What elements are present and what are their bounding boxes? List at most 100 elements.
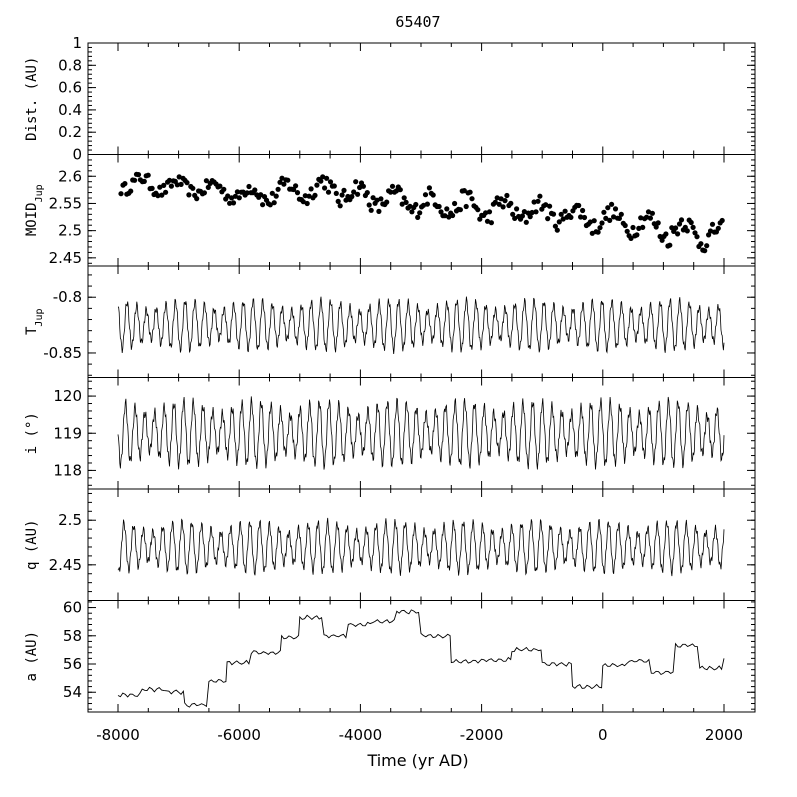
scatter-point [676, 221, 683, 227]
scatter-point [294, 190, 301, 196]
scatter-point [597, 225, 603, 231]
scatter-point [558, 211, 564, 217]
scatter-point [190, 185, 196, 191]
scatter-point [675, 231, 681, 237]
scatter-point [132, 177, 138, 183]
y-axis-label-dist: Dist. (AU) [24, 57, 40, 141]
scatter-point [401, 195, 407, 201]
scatter-point [335, 198, 341, 204]
scatter-point [122, 181, 128, 187]
scatter-point [694, 234, 700, 240]
x-axis-label: Time (yr AD) [366, 751, 468, 770]
y-tick-label: 58 [63, 627, 82, 645]
scatter-point [166, 177, 173, 183]
scatter-point [645, 209, 652, 215]
scatter-point [684, 228, 690, 234]
x-tick-label: 0 [598, 726, 608, 744]
scatter-point [663, 231, 669, 237]
scatter-point [269, 190, 275, 196]
scatter-point [444, 206, 450, 212]
scatter-point [484, 218, 491, 224]
scatter-point [496, 201, 502, 207]
scatter-point [667, 242, 673, 248]
scatter-point [698, 241, 704, 247]
scatter-point [616, 215, 623, 221]
panel-dist: 0 0.2 0.4 0.6 0.8 1 Dist. (AU) [24, 34, 756, 164]
scatter-point [246, 183, 252, 190]
scatter-point [314, 182, 320, 188]
scatter-point [230, 200, 237, 206]
series-line [117, 517, 725, 577]
scatter-point [324, 175, 330, 181]
scatter-point [605, 205, 611, 211]
scatter-point [194, 196, 200, 202]
scatter-point [176, 174, 182, 180]
scatter-point [225, 193, 231, 199]
scatter-point [304, 200, 310, 207]
panel-q: 2.45 2.5 q (AU) [24, 488, 756, 601]
scatter-point [308, 186, 314, 192]
scatter-point [368, 207, 374, 213]
scatter-point [384, 199, 390, 205]
y-tick-label: 0.2 [58, 123, 82, 141]
scatter-point [327, 179, 334, 185]
scatter-point [452, 200, 458, 207]
scatter-point [467, 189, 473, 195]
scatter-point [628, 235, 634, 241]
scatter-point [595, 229, 601, 235]
scatter-point [502, 198, 508, 204]
scatter-point [353, 179, 359, 185]
scatter-point [355, 191, 361, 197]
scatter-point [545, 216, 551, 222]
scatter-point [706, 232, 712, 238]
panel-moid: 2.45 2.5 2.55 2.6 MOIDJup [24, 154, 756, 267]
scatter-point [688, 219, 694, 226]
series-step [117, 609, 725, 708]
scatter-point [457, 207, 463, 213]
scatter-point [535, 198, 541, 204]
scatter-point [227, 200, 233, 206]
scatter-point [333, 190, 339, 196]
scatter-point [638, 215, 644, 221]
scatter-point [337, 203, 343, 209]
y-tick-label: 0.6 [58, 79, 82, 97]
y-axis-label-incl: i (°) [24, 412, 40, 454]
scatter-point [483, 210, 489, 216]
scatter-point [366, 202, 372, 208]
scatter-point [576, 202, 582, 209]
scatter-point [161, 182, 167, 188]
scatter-point [174, 182, 180, 188]
scatter-point [562, 208, 568, 214]
scatter-point [630, 224, 636, 231]
scatter-point [514, 206, 520, 212]
scatter-point [580, 207, 586, 214]
scatter-point [349, 194, 355, 200]
scatter-point [510, 211, 516, 217]
scatter-point [527, 214, 533, 220]
scatter-point [692, 230, 698, 236]
scatter-point [378, 196, 384, 202]
scatter-point [463, 203, 469, 210]
y-tick-label: 2.45 [49, 249, 82, 267]
scatter-point [128, 188, 134, 194]
scatter-point [601, 209, 607, 215]
scatter-point [275, 186, 281, 192]
scatter-point [424, 201, 430, 207]
y-tick-label: 119 [53, 424, 82, 442]
scatter-point [201, 190, 207, 196]
scatter-point [370, 195, 376, 201]
y-tick-label: -0.85 [43, 344, 82, 362]
scatter-point [271, 200, 277, 206]
scatter-point [599, 220, 605, 226]
series-line [117, 296, 725, 355]
y-axis-label-q: q (AU) [24, 519, 40, 570]
scatter-point [436, 203, 442, 210]
scatter-point [388, 189, 394, 195]
scatter-point [537, 193, 543, 199]
scatter-point [141, 178, 147, 184]
scatter-point [719, 217, 725, 224]
scatter-point [521, 209, 528, 215]
scatter-point [709, 221, 716, 227]
scatter-point [707, 228, 714, 234]
scatter-point [236, 195, 242, 201]
